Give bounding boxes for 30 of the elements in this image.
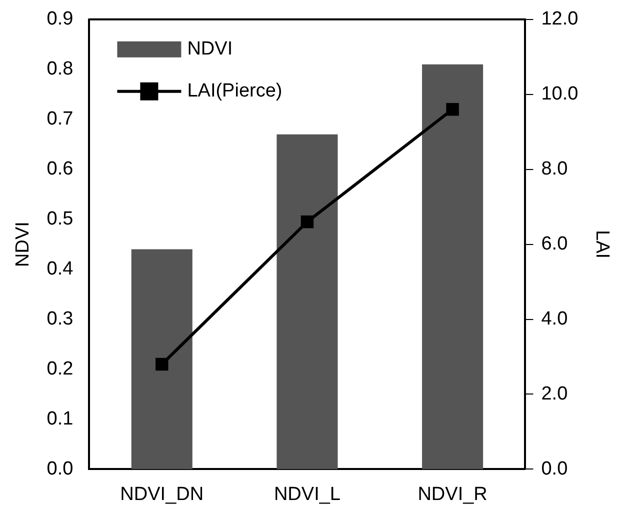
x-tick-label: NDVI_R <box>418 484 488 505</box>
bar <box>131 249 192 470</box>
y-tick-label: 0.2 <box>46 358 74 380</box>
y-tick-label: 0.6 <box>46 158 74 180</box>
point <box>446 102 459 116</box>
y2-tick-label: 2.0 <box>541 383 568 404</box>
y-tick-label: 0.1 <box>46 408 74 430</box>
legend-label: LAI(Pierce) <box>187 80 282 102</box>
y2-axis-title: LAI <box>591 230 612 259</box>
x-tick-label: NDVI_L <box>274 484 340 505</box>
y2-tick-label: 10.0 <box>541 84 578 105</box>
y2-tick-label: 12.0 <box>541 8 578 30</box>
x-tick-label: NDVI_DN <box>120 484 204 505</box>
bar <box>276 134 338 470</box>
y-tick-label: 0.8 <box>46 58 74 80</box>
point <box>156 358 168 371</box>
y-tick-label: 0.4 <box>46 258 74 280</box>
bar <box>422 64 484 470</box>
y-tick-label: 0.3 <box>46 308 74 330</box>
legend-label: NDVI <box>187 38 233 60</box>
y-axis-title: NDVI <box>12 222 34 268</box>
y-tick-label: 0.5 <box>46 208 74 230</box>
y2-tick-label: 0.0 <box>541 458 568 480</box>
y2-tick-label: 8.0 <box>541 158 568 180</box>
y2-tick-label: 4.0 <box>541 308 568 330</box>
y-tick-label: 0.0 <box>46 458 74 480</box>
point <box>300 215 314 228</box>
y-tick-label: 0.7 <box>46 108 74 130</box>
y2-tick-label: 6.0 <box>541 234 568 255</box>
y-tick-label: 0.9 <box>46 8 74 30</box>
